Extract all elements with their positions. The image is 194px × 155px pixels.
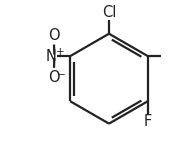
Text: N: N bbox=[45, 49, 56, 64]
Text: O: O bbox=[48, 28, 60, 43]
Text: +: + bbox=[56, 47, 65, 57]
Text: F: F bbox=[144, 115, 152, 129]
Text: Cl: Cl bbox=[102, 5, 116, 20]
Text: O: O bbox=[48, 70, 60, 85]
Text: −: − bbox=[57, 70, 66, 80]
